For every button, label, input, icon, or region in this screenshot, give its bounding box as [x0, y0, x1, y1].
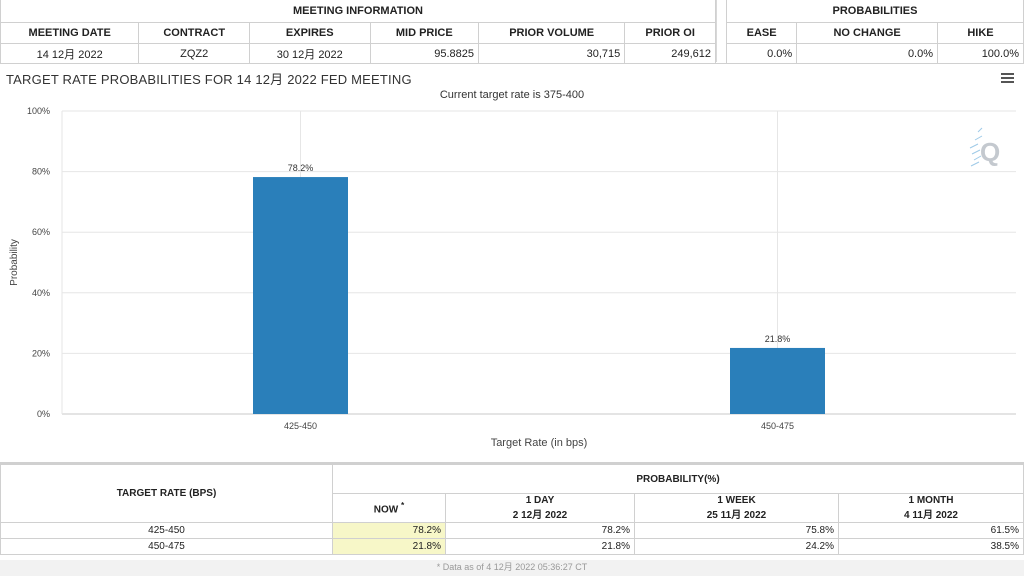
- meeting-information-header: MEETING INFORMATION: [0, 0, 716, 23]
- contract-value: ZQZ2: [138, 43, 251, 65]
- q-logo-icon: Q: [969, 127, 1000, 167]
- probabilities-table: PROBABILITIES EASE NO CHANGE HIKE 0.0% 0…: [725, 0, 1024, 65]
- prior-oi-value: 249,612: [624, 43, 716, 65]
- one-day-cell: 78.2%: [445, 522, 635, 539]
- no-change-value: 0.0%: [796, 43, 939, 65]
- svg-text:Q: Q: [980, 137, 1000, 167]
- x-tick-label: 450-475: [761, 421, 794, 431]
- now-cell: 21.8%: [332, 538, 446, 555]
- top-tables: MEETING INFORMATION MEETING DATE CONTRAC…: [0, 0, 1024, 65]
- bar: [730, 347, 825, 414]
- x-tick-label: 425-450: [284, 421, 317, 431]
- contract-header: CONTRACT: [138, 22, 251, 44]
- prior-volume-value: 30,715: [478, 43, 626, 65]
- chart-panel: TARGET RATE PROBABILITIES FOR 14 12月 202…: [0, 63, 1024, 464]
- data-timestamp-footnote: * Data as of 4 12月 2022 05:36:27 CT: [0, 560, 1024, 576]
- rate-cell: 450-475: [0, 538, 333, 555]
- probability-history-section: TARGET RATE (BPS) PROBABILITY(%) NOW * 1…: [0, 464, 1024, 576]
- table-separator: [716, 0, 727, 62]
- one-week-cell: 75.8%: [634, 522, 839, 539]
- one-month-header: 1 MONTH 4 11月 2022: [838, 493, 1024, 523]
- mid-price-value: 95.8825: [369, 43, 480, 65]
- now-header: NOW *: [332, 493, 446, 523]
- probability-header: PROBABILITY(%): [332, 464, 1024, 494]
- hike-header: HIKE: [937, 22, 1024, 44]
- mid-price-header: MID PRICE: [369, 22, 480, 44]
- expires-header: EXPIRES: [249, 22, 371, 44]
- no-change-header: NO CHANGE: [796, 22, 939, 44]
- table-row: 450-475 21.8% 21.8% 24.2% 38.5%: [0, 538, 1024, 555]
- one-month-cell: 38.5%: [838, 538, 1024, 555]
- chart-title: TARGET RATE PROBABILITIES FOR 14 12月 202…: [6, 72, 412, 87]
- prior-volume-header: PRIOR VOLUME: [478, 22, 626, 44]
- one-day-header: 1 DAY 2 12月 2022: [445, 493, 635, 523]
- prior-oi-header: PRIOR OI: [624, 22, 716, 44]
- meeting-date-value: 14 12月 2022: [0, 43, 140, 65]
- y-tick-label: 0%: [37, 409, 50, 419]
- one-day-date: 2 12月 2022: [512, 510, 568, 521]
- meeting-date-header: MEETING DATE: [0, 22, 140, 44]
- y-tick-label: 20%: [32, 348, 50, 358]
- now-cell: 78.2%: [332, 522, 446, 539]
- ease-value: 0.0%: [725, 43, 798, 65]
- one-day-label: 1 DAY: [525, 495, 555, 506]
- probabilities-header: PROBABILITIES: [726, 0, 1024, 23]
- one-week-date: 25 11月 2022: [706, 510, 767, 521]
- chart-subtitle: Current target rate is 375-400: [439, 89, 585, 101]
- meeting-information-table: MEETING INFORMATION MEETING DATE CONTRAC…: [0, 0, 716, 65]
- hike-value: 100.0%: [937, 43, 1024, 65]
- one-week-cell: 24.2%: [634, 538, 839, 555]
- data-label: 78.2%: [288, 163, 314, 173]
- hamburger-menu-icon[interactable]: [1001, 73, 1014, 84]
- y-tick-label: 80%: [32, 167, 50, 177]
- now-marker: *: [400, 500, 405, 511]
- table-row: 425-450 78.2% 78.2% 75.8% 61.5%: [0, 522, 1024, 539]
- target-rate-header: TARGET RATE (BPS): [0, 464, 333, 523]
- one-month-label: 1 MONTH: [908, 495, 954, 506]
- one-month-cell: 61.5%: [838, 522, 1024, 539]
- rate-cell: 425-450: [0, 522, 333, 539]
- y-tick-label: 100%: [27, 106, 50, 116]
- now-label: NOW: [373, 504, 399, 516]
- y-axis-title: Probability: [9, 239, 20, 286]
- one-week-header: 1 WEEK 25 11月 2022: [634, 493, 839, 523]
- ease-header: EASE: [725, 22, 798, 44]
- one-week-label: 1 WEEK: [717, 495, 756, 506]
- one-day-cell: 21.8%: [445, 538, 635, 555]
- data-label: 21.8%: [765, 334, 791, 344]
- y-tick-label: 60%: [32, 227, 50, 237]
- bar: [253, 177, 348, 414]
- one-month-date: 4 11月 2022: [904, 510, 958, 521]
- expires-value: 30 12月 2022: [249, 43, 371, 65]
- x-axis-title: Target Rate (in bps): [491, 437, 588, 449]
- probability-history-table: TARGET RATE (BPS) PROBABILITY(%) NOW * 1…: [0, 464, 1024, 555]
- bar-chart: 0% 20% 40% 60% 80% 100% 78.2% 425-450 21.8% 450-4…: [9, 106, 1016, 449]
- y-tick-label: 40%: [32, 288, 50, 298]
